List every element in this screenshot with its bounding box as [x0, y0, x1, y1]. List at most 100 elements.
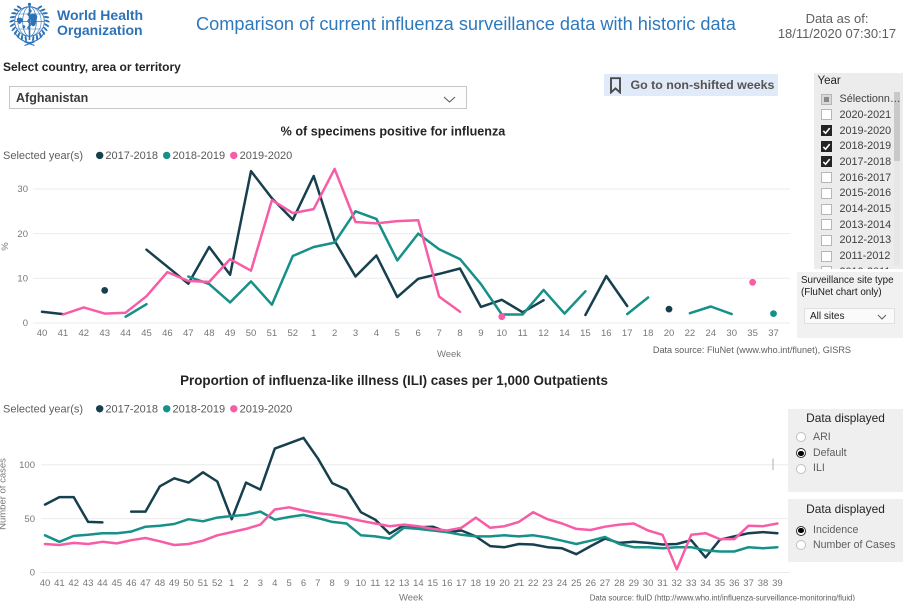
svg-text:11: 11	[370, 578, 380, 589]
svg-text:35: 35	[747, 328, 758, 339]
svg-text:30: 30	[726, 328, 737, 339]
svg-text:38: 38	[758, 578, 769, 589]
svg-text:Selected year(s): Selected year(s)	[3, 150, 83, 162]
svg-text:48: 48	[155, 578, 166, 589]
svg-text:% of specimens positive for in: % of specimens positive for influenza	[281, 125, 507, 139]
svg-text:0: 0	[30, 568, 35, 579]
svg-text:Number of cases: Number of cases	[0, 458, 9, 530]
svg-text:26: 26	[585, 578, 596, 589]
svg-text:22: 22	[528, 578, 539, 589]
svg-text:52: 52	[288, 328, 299, 339]
svg-text:47: 47	[183, 328, 194, 339]
svg-text:41: 41	[54, 578, 65, 589]
svg-text:17: 17	[456, 578, 467, 589]
svg-text:51: 51	[198, 578, 209, 589]
svg-text:35: 35	[715, 578, 726, 589]
svg-text:42: 42	[79, 328, 90, 339]
svg-text:46: 46	[162, 328, 173, 339]
svg-text:16: 16	[601, 328, 612, 339]
svg-text:10: 10	[17, 274, 28, 285]
svg-text:13: 13	[399, 578, 410, 589]
svg-text:%: %	[0, 242, 11, 251]
svg-text:45: 45	[112, 578, 123, 589]
svg-text:5: 5	[286, 578, 291, 589]
svg-text:Data source: fluID (http://www: Data source: fluID (http://www.who.int/i…	[590, 594, 856, 601]
svg-text:37: 37	[768, 328, 779, 339]
svg-text:8: 8	[457, 328, 462, 339]
svg-text:44: 44	[120, 328, 131, 339]
svg-text:10: 10	[356, 578, 367, 589]
svg-text:27: 27	[600, 578, 611, 589]
svg-text:50: 50	[246, 328, 257, 339]
svg-text:42: 42	[68, 578, 79, 589]
svg-text:17: 17	[622, 328, 633, 339]
svg-text:24: 24	[557, 578, 568, 589]
svg-text:1: 1	[311, 328, 316, 339]
svg-text:2019-2020: 2019-2020	[240, 150, 293, 162]
svg-text:8: 8	[330, 578, 335, 589]
svg-text:2: 2	[332, 328, 337, 339]
svg-text:0: 0	[23, 318, 28, 329]
svg-text:6: 6	[416, 328, 421, 339]
svg-text:11: 11	[518, 328, 528, 339]
svg-text:45: 45	[141, 328, 152, 339]
svg-text:36: 36	[729, 578, 740, 589]
svg-text:31: 31	[657, 578, 668, 589]
svg-text:41: 41	[58, 328, 69, 339]
svg-text:2018-2019: 2018-2019	[173, 150, 226, 162]
svg-text:20: 20	[499, 578, 510, 589]
svg-text:37: 37	[743, 578, 754, 589]
svg-text:9: 9	[478, 328, 483, 339]
svg-text:19: 19	[485, 578, 496, 589]
svg-text:46: 46	[126, 578, 137, 589]
svg-text:18: 18	[643, 328, 654, 339]
svg-text:47: 47	[140, 578, 151, 589]
svg-text:43: 43	[83, 578, 94, 589]
svg-text:44: 44	[97, 578, 108, 589]
svg-text:50: 50	[24, 514, 35, 525]
svg-text:50: 50	[183, 578, 194, 589]
svg-text:7: 7	[315, 578, 320, 589]
svg-text:20: 20	[664, 328, 675, 339]
svg-text:Week: Week	[399, 593, 423, 601]
svg-text:39: 39	[772, 578, 783, 589]
svg-text:40: 40	[40, 578, 51, 589]
svg-text:2019-2020: 2019-2020	[240, 403, 293, 415]
svg-text:28: 28	[614, 578, 625, 589]
svg-text:52: 52	[212, 578, 223, 589]
svg-text:Data source: FluNet (www.who.i: Data source: FluNet (www.who.int/flunet)…	[653, 345, 851, 355]
svg-text:6: 6	[301, 578, 306, 589]
svg-text:40: 40	[37, 328, 48, 339]
svg-text:10: 10	[497, 328, 508, 339]
svg-text:100: 100	[19, 460, 35, 471]
svg-text:15: 15	[580, 328, 591, 339]
svg-text:34: 34	[700, 578, 711, 589]
svg-text:49: 49	[225, 328, 236, 339]
svg-text:29: 29	[629, 578, 640, 589]
svg-text:3: 3	[258, 578, 263, 589]
svg-text:1: 1	[229, 578, 234, 589]
svg-text:16: 16	[442, 578, 453, 589]
svg-text:43: 43	[99, 328, 110, 339]
svg-text:51: 51	[267, 328, 278, 339]
svg-text:14: 14	[559, 328, 570, 339]
svg-text:32: 32	[672, 578, 683, 589]
svg-text:4: 4	[374, 328, 379, 339]
svg-text:12: 12	[538, 328, 549, 339]
svg-text:7: 7	[436, 328, 441, 339]
svg-text:22: 22	[685, 328, 696, 339]
svg-text:9: 9	[344, 578, 349, 589]
svg-text:2018-2019: 2018-2019	[173, 403, 226, 415]
svg-text:5: 5	[395, 328, 400, 339]
svg-text:25: 25	[571, 578, 582, 589]
svg-text:30: 30	[643, 578, 654, 589]
svg-text:20: 20	[17, 229, 28, 240]
svg-text:14: 14	[413, 578, 424, 589]
svg-text:23: 23	[542, 578, 553, 589]
svg-text:Selected year(s): Selected year(s)	[3, 403, 83, 415]
svg-text:Proportion of influenza-like i: Proportion of influenza-like illness (IL…	[180, 373, 608, 388]
svg-text:2: 2	[243, 578, 248, 589]
svg-text:21: 21	[514, 578, 525, 589]
svg-text:Week: Week	[437, 349, 461, 360]
svg-text:12: 12	[384, 578, 395, 589]
